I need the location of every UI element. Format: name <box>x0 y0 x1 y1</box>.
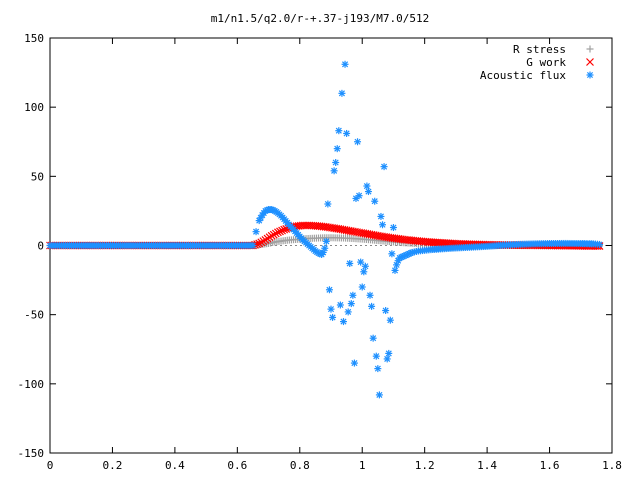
data-point <box>377 212 385 220</box>
data-point <box>357 258 365 266</box>
legend-label: G work <box>526 56 566 69</box>
legend-marker <box>586 58 594 66</box>
data-points <box>46 60 604 399</box>
data-point <box>347 300 355 308</box>
data-point <box>374 365 382 373</box>
legend-marker <box>586 45 594 53</box>
data-point <box>375 391 383 399</box>
data-point <box>332 159 340 166</box>
legend-label: R stress <box>513 43 566 56</box>
data-point <box>346 259 354 267</box>
data-point <box>344 308 352 316</box>
data-point <box>341 60 349 68</box>
data-point <box>343 129 351 137</box>
y-axis: 150 100 50 0 -50 -100 -150 <box>18 32 612 460</box>
data-point <box>380 163 388 171</box>
y-tick-label: 0 <box>37 240 44 253</box>
legend-marker <box>586 71 594 79</box>
y-tick-label: 150 <box>24 32 44 45</box>
data-point <box>372 352 380 360</box>
x-tick-label: 1.4 <box>477 459 497 472</box>
series-acoustic-flux <box>46 60 604 399</box>
data-point <box>253 240 262 249</box>
x-tick-label: 0.6 <box>227 459 247 472</box>
x-tick-label: 0.4 <box>165 459 185 472</box>
data-point <box>379 221 387 229</box>
data-point <box>255 239 264 248</box>
data-point <box>338 89 346 97</box>
y-tick-label: -150 <box>18 447 45 460</box>
x-axis: 0 0.2 0.4 0.6 0.8 1 1.2 1.4 1.6 1.8 <box>47 38 622 472</box>
chart-title: m1/n1.5/q2.0/r-+.37-j193/M7.0/512 <box>211 12 430 25</box>
data-point <box>259 237 268 246</box>
data-point <box>383 355 391 363</box>
legend-label: Acoustic flux <box>480 69 566 82</box>
data-point <box>252 228 260 236</box>
data-point <box>386 316 394 324</box>
data-point <box>249 242 257 249</box>
data-point <box>389 224 397 232</box>
data-point <box>360 268 368 276</box>
data-point <box>371 197 379 205</box>
x-tick-label: 1.6 <box>540 459 560 472</box>
data-point <box>349 291 357 299</box>
data-point <box>322 237 330 245</box>
data-point <box>368 302 376 310</box>
data-point <box>596 240 604 248</box>
x-tick-label: 1.2 <box>415 459 435 472</box>
data-point <box>330 167 338 175</box>
data-point <box>335 127 343 135</box>
data-point <box>278 226 287 235</box>
y-tick-label: -50 <box>24 309 44 322</box>
x-tick-label: 1.8 <box>602 459 622 472</box>
data-point <box>388 250 396 258</box>
data-point <box>324 200 332 208</box>
data-point <box>267 231 276 240</box>
data-point <box>361 262 369 270</box>
data-point <box>369 334 377 342</box>
data-point <box>327 305 335 313</box>
data-point <box>271 229 280 238</box>
data-point <box>273 228 282 237</box>
data-point <box>276 227 284 236</box>
y-tick-label: -100 <box>18 378 45 391</box>
data-point <box>391 266 399 274</box>
y-tick-label: 100 <box>24 101 44 114</box>
data-point <box>321 244 329 252</box>
data-point <box>333 145 341 153</box>
data-point <box>366 291 374 299</box>
data-point <box>336 301 344 309</box>
x-tick-label: 0 <box>47 459 54 472</box>
data-point <box>269 230 278 239</box>
data-point <box>385 349 393 357</box>
data-point <box>350 359 358 367</box>
x-tick-label: 1 <box>359 459 366 472</box>
data-point <box>363 182 371 190</box>
data-point <box>355 192 363 200</box>
y-tick-label: 50 <box>31 170 44 183</box>
x-tick-label: 0.2 <box>103 459 123 472</box>
x-tick-label: 0.8 <box>290 459 310 472</box>
data-point <box>382 307 390 315</box>
data-point <box>358 283 366 291</box>
data-point <box>257 238 266 247</box>
data-point <box>354 138 362 146</box>
data-point <box>339 318 347 326</box>
data-point <box>364 188 372 196</box>
data-point <box>352 194 360 202</box>
data-point <box>325 286 333 294</box>
data-point <box>329 313 337 321</box>
